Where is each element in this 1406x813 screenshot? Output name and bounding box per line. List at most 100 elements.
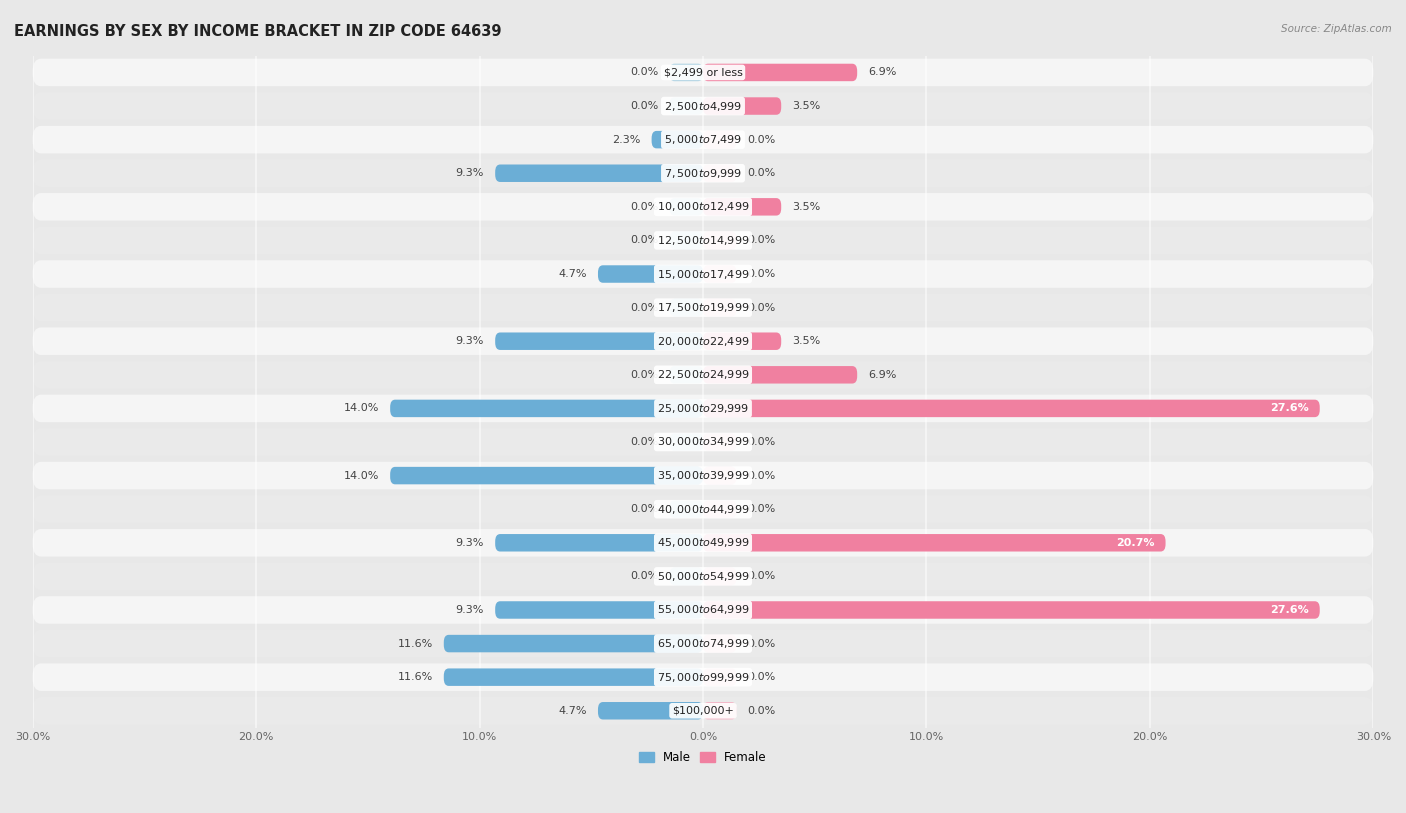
FancyBboxPatch shape xyxy=(32,394,1374,422)
Text: 0.0%: 0.0% xyxy=(748,269,776,279)
FancyBboxPatch shape xyxy=(32,193,1374,220)
FancyBboxPatch shape xyxy=(703,534,1166,551)
Text: 0.0%: 0.0% xyxy=(748,168,776,178)
FancyBboxPatch shape xyxy=(703,98,782,115)
FancyBboxPatch shape xyxy=(669,63,703,81)
FancyBboxPatch shape xyxy=(703,299,737,316)
FancyBboxPatch shape xyxy=(703,433,737,450)
FancyBboxPatch shape xyxy=(703,602,1320,619)
Text: 0.0%: 0.0% xyxy=(630,236,658,246)
Text: 0.0%: 0.0% xyxy=(748,302,776,313)
Text: 14.0%: 14.0% xyxy=(343,471,380,480)
FancyBboxPatch shape xyxy=(703,366,858,384)
FancyBboxPatch shape xyxy=(495,333,703,350)
FancyBboxPatch shape xyxy=(598,265,703,283)
Text: 0.0%: 0.0% xyxy=(630,101,658,111)
FancyBboxPatch shape xyxy=(32,428,1374,456)
FancyBboxPatch shape xyxy=(598,702,703,720)
Text: 0.0%: 0.0% xyxy=(630,437,658,447)
Text: $7,500 to $9,999: $7,500 to $9,999 xyxy=(664,167,742,180)
Text: 2.3%: 2.3% xyxy=(612,135,640,145)
FancyBboxPatch shape xyxy=(703,400,1320,417)
FancyBboxPatch shape xyxy=(495,164,703,182)
Text: 27.6%: 27.6% xyxy=(1270,605,1309,615)
Legend: Male, Female: Male, Female xyxy=(634,746,772,769)
FancyBboxPatch shape xyxy=(32,596,1374,624)
Text: $25,000 to $29,999: $25,000 to $29,999 xyxy=(657,402,749,415)
Text: 3.5%: 3.5% xyxy=(793,101,821,111)
Text: $2,499 or less: $2,499 or less xyxy=(664,67,742,77)
Text: Source: ZipAtlas.com: Source: ZipAtlas.com xyxy=(1281,24,1392,34)
Text: 9.3%: 9.3% xyxy=(456,537,484,548)
FancyBboxPatch shape xyxy=(669,366,703,384)
FancyBboxPatch shape xyxy=(32,697,1374,724)
FancyBboxPatch shape xyxy=(669,98,703,115)
FancyBboxPatch shape xyxy=(703,131,737,149)
Text: 0.0%: 0.0% xyxy=(748,236,776,246)
Text: $2,500 to $4,999: $2,500 to $4,999 xyxy=(664,99,742,112)
Text: 9.3%: 9.3% xyxy=(456,337,484,346)
Text: 0.0%: 0.0% xyxy=(748,471,776,480)
FancyBboxPatch shape xyxy=(703,635,737,652)
FancyBboxPatch shape xyxy=(32,92,1374,120)
Text: $10,000 to $12,499: $10,000 to $12,499 xyxy=(657,200,749,213)
FancyBboxPatch shape xyxy=(495,602,703,619)
FancyBboxPatch shape xyxy=(32,126,1374,154)
FancyBboxPatch shape xyxy=(32,328,1374,355)
Text: $12,500 to $14,999: $12,500 to $14,999 xyxy=(657,234,749,247)
Text: 3.5%: 3.5% xyxy=(793,337,821,346)
Text: 27.6%: 27.6% xyxy=(1270,403,1309,413)
Text: 6.9%: 6.9% xyxy=(869,370,897,380)
Text: 0.0%: 0.0% xyxy=(630,572,658,581)
FancyBboxPatch shape xyxy=(32,495,1374,523)
Text: 0.0%: 0.0% xyxy=(630,504,658,514)
Text: 0.0%: 0.0% xyxy=(748,672,776,682)
FancyBboxPatch shape xyxy=(703,333,782,350)
FancyBboxPatch shape xyxy=(669,501,703,518)
FancyBboxPatch shape xyxy=(703,164,737,182)
Text: 20.7%: 20.7% xyxy=(1116,537,1154,548)
FancyBboxPatch shape xyxy=(32,260,1374,288)
FancyBboxPatch shape xyxy=(669,567,703,585)
Text: $20,000 to $22,499: $20,000 to $22,499 xyxy=(657,335,749,348)
Text: 9.3%: 9.3% xyxy=(456,168,484,178)
Text: 3.5%: 3.5% xyxy=(793,202,821,212)
FancyBboxPatch shape xyxy=(669,232,703,249)
FancyBboxPatch shape xyxy=(32,630,1374,658)
FancyBboxPatch shape xyxy=(32,663,1374,691)
Text: 4.7%: 4.7% xyxy=(558,706,586,715)
Text: 0.0%: 0.0% xyxy=(748,572,776,581)
Text: 0.0%: 0.0% xyxy=(630,370,658,380)
Text: $17,500 to $19,999: $17,500 to $19,999 xyxy=(657,301,749,314)
FancyBboxPatch shape xyxy=(32,59,1374,86)
FancyBboxPatch shape xyxy=(389,467,703,485)
FancyBboxPatch shape xyxy=(703,668,737,686)
FancyBboxPatch shape xyxy=(32,361,1374,389)
FancyBboxPatch shape xyxy=(669,299,703,316)
FancyBboxPatch shape xyxy=(495,534,703,551)
Text: 0.0%: 0.0% xyxy=(748,706,776,715)
FancyBboxPatch shape xyxy=(651,131,703,149)
Text: $15,000 to $17,499: $15,000 to $17,499 xyxy=(657,267,749,280)
Text: 4.7%: 4.7% xyxy=(558,269,586,279)
FancyBboxPatch shape xyxy=(32,462,1374,489)
FancyBboxPatch shape xyxy=(703,232,737,249)
Text: 0.0%: 0.0% xyxy=(630,302,658,313)
Text: 0.0%: 0.0% xyxy=(630,67,658,77)
FancyBboxPatch shape xyxy=(703,63,858,81)
Text: $30,000 to $34,999: $30,000 to $34,999 xyxy=(657,436,749,449)
FancyBboxPatch shape xyxy=(703,198,782,215)
Text: 0.0%: 0.0% xyxy=(748,437,776,447)
Text: $35,000 to $39,999: $35,000 to $39,999 xyxy=(657,469,749,482)
FancyBboxPatch shape xyxy=(703,467,737,485)
FancyBboxPatch shape xyxy=(703,501,737,518)
Text: $55,000 to $64,999: $55,000 to $64,999 xyxy=(657,603,749,616)
Text: $5,000 to $7,499: $5,000 to $7,499 xyxy=(664,133,742,146)
FancyBboxPatch shape xyxy=(32,227,1374,254)
Text: 0.0%: 0.0% xyxy=(748,504,776,514)
Text: $65,000 to $74,999: $65,000 to $74,999 xyxy=(657,637,749,650)
FancyBboxPatch shape xyxy=(669,433,703,450)
Text: 11.6%: 11.6% xyxy=(398,672,433,682)
FancyBboxPatch shape xyxy=(32,529,1374,557)
Text: $75,000 to $99,999: $75,000 to $99,999 xyxy=(657,671,749,684)
